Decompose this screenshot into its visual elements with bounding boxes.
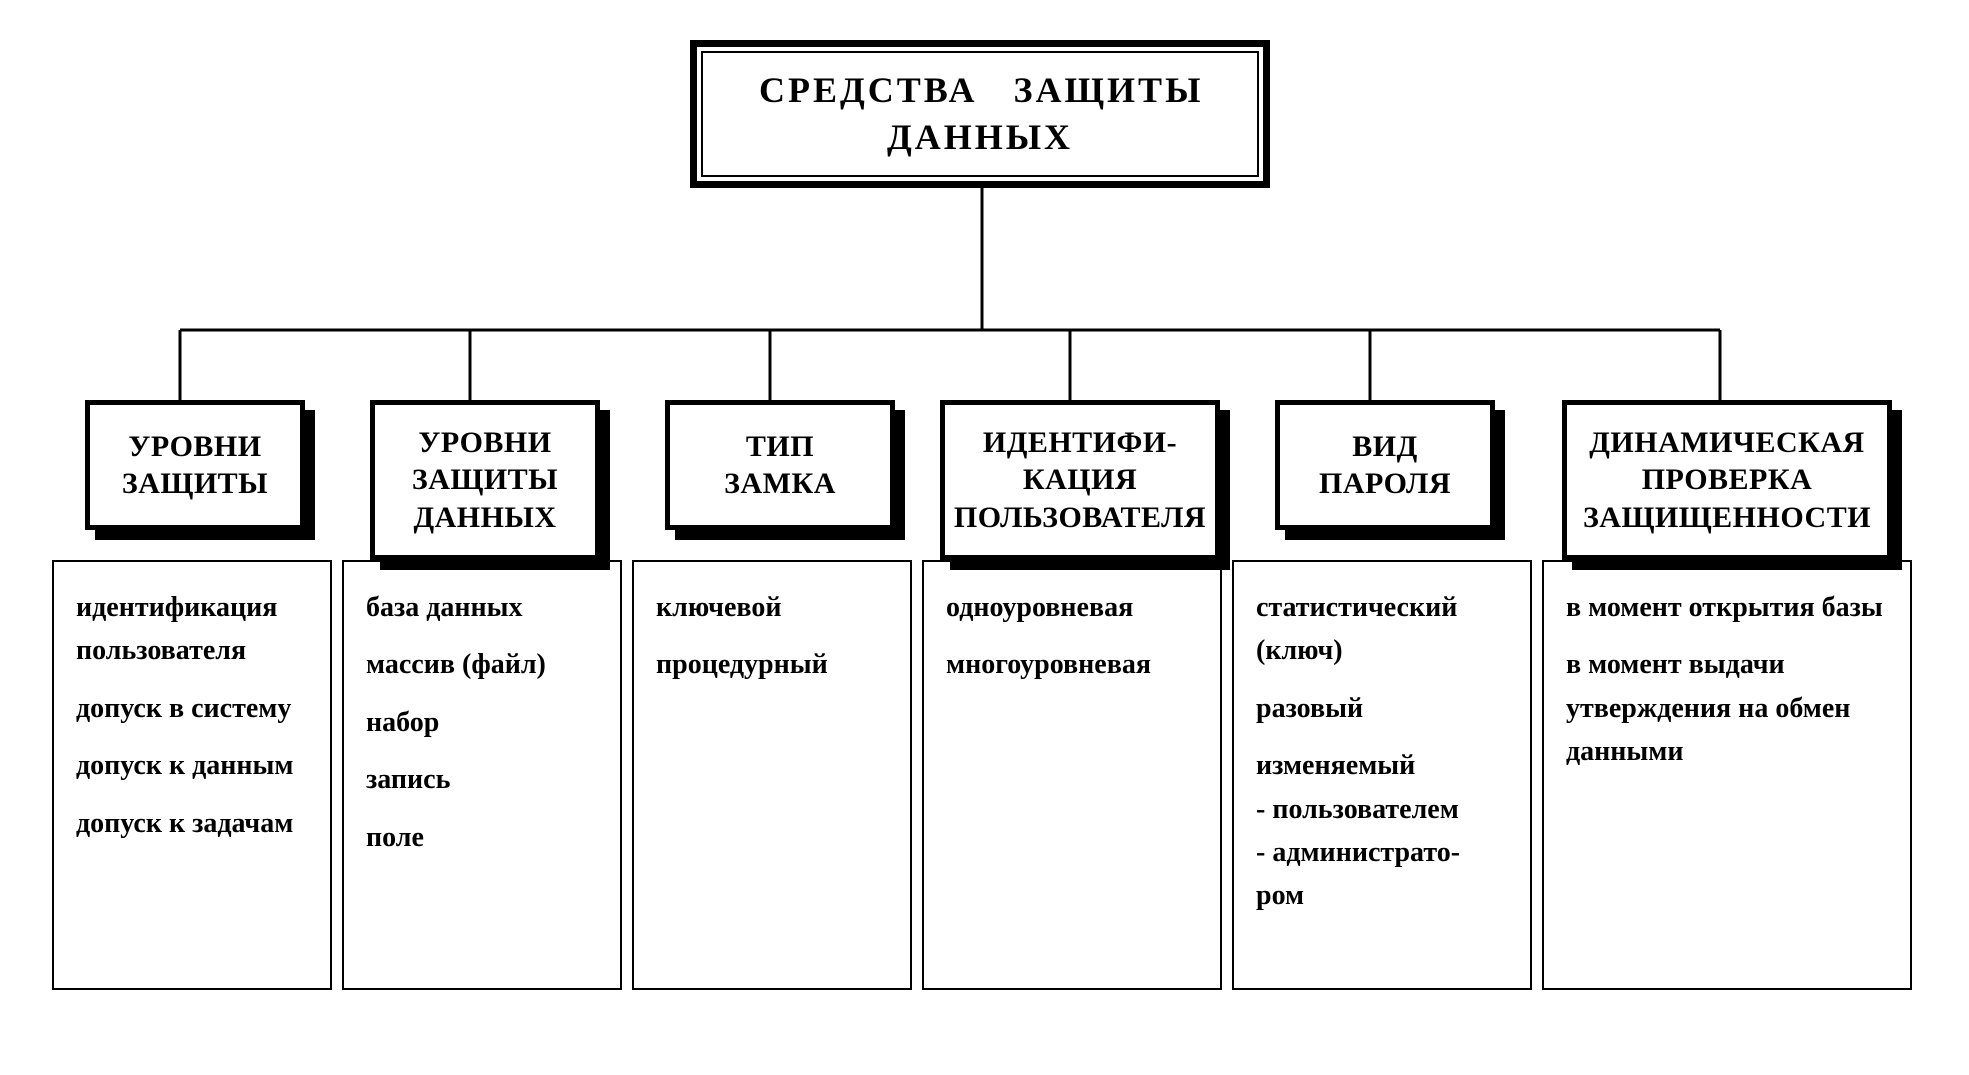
root-node-label: СРЕДСТВА ЗАЩИТЫ ДАННЫХ xyxy=(701,51,1259,177)
branch-item: допуск в систему xyxy=(76,687,312,730)
root-node: СРЕДСТВА ЗАЩИТЫ ДАННЫХ xyxy=(690,40,1270,188)
branch-item: изменяемый - пользователем - администрат… xyxy=(1256,744,1512,918)
branch-body-levels-of-protection: идентификация пользователя допуск в систе… xyxy=(52,560,332,990)
branch-item: допуск к данным xyxy=(76,744,312,787)
branch-body-lock-type: ключевой процедурный xyxy=(632,560,912,990)
branch-item: запись xyxy=(366,758,602,801)
branch-item: в момент открытия базы xyxy=(1566,586,1892,629)
branch-body-dynamic-security-check: в момент открытия базы в момент выдачи ут… xyxy=(1542,560,1912,990)
branch-title-user-identification: ИДЕНТИФИ- КАЦИЯ ПОЛЬЗОВАТЕЛЯ xyxy=(940,400,1220,560)
branch-title-lock-type: ТИП ЗАМКА xyxy=(665,400,895,530)
branch-item: ключевой xyxy=(656,586,892,629)
branch-item: одноуровневая xyxy=(946,586,1202,629)
branch-body-levels-of-data-protection: база данных массив (файл) набор запись поле xyxy=(342,560,622,990)
branch-title-levels-of-protection: УРОВНИ ЗАЩИТЫ xyxy=(85,400,305,530)
branch-body-user-identification: одноуровневая многоуровневая xyxy=(922,560,1222,990)
branch-item: разовый xyxy=(1256,687,1512,730)
branch-item: база данных xyxy=(366,586,602,629)
branch-title-password-kind: ВИД ПАРОЛЯ xyxy=(1275,400,1495,530)
branch-title-dynamic-security-check: ДИНАМИЧЕСКАЯ ПРОВЕРКА ЗАЩИЩЕННОСТИ xyxy=(1562,400,1892,560)
branch-item: статистический (ключ) xyxy=(1256,586,1512,673)
branch-item: процедурный xyxy=(656,643,892,686)
branch-body-password-kind: статистический (ключ) разовый изменяемый -… xyxy=(1232,560,1532,990)
branch-title-levels-of-data-protection: УРОВНИ ЗАЩИТЫ ДАННЫХ xyxy=(370,400,600,560)
branch-item: набор xyxy=(366,701,602,744)
branch-item: массив (файл) xyxy=(366,643,602,686)
branch-item: идентификация пользователя xyxy=(76,586,312,673)
branch-item: в момент выдачи утверждения на обмен дан… xyxy=(1566,643,1892,773)
branch-item: поле xyxy=(366,816,602,859)
diagram-canvas: СРЕДСТВА ЗАЩИТЫ ДАННЫХ идентификация пол… xyxy=(0,0,1969,1075)
branch-item: допуск к задачам xyxy=(76,802,312,845)
branch-item: многоуровневая xyxy=(946,643,1202,686)
